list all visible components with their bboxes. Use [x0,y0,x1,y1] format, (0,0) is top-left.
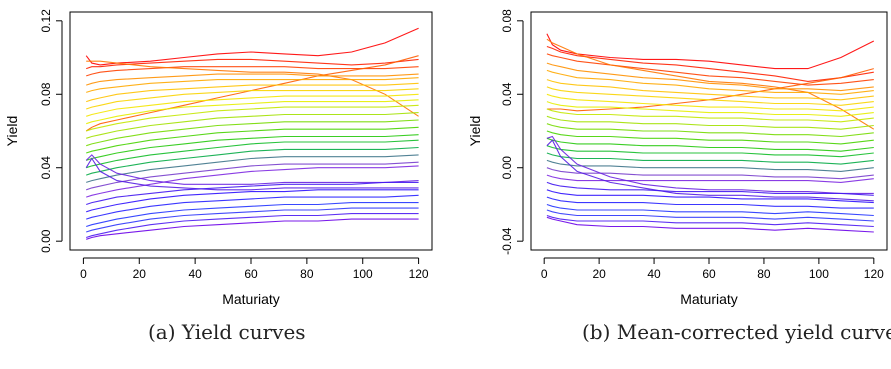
series-line [86,134,419,161]
x-tick-label: 20 [592,267,606,281]
x-tick-label: 100 [353,267,373,281]
series-line [86,112,419,139]
series-line [86,161,419,191]
series-line [546,135,874,194]
series-line [86,73,419,86]
series-line [86,202,419,228]
series-line [86,126,419,154]
series-line [546,181,874,196]
y-tick-label: 0.08 [39,82,53,106]
series-line [86,213,419,239]
series-line [86,99,419,125]
series-line [546,45,874,82]
y-axis-label: Yield [4,116,20,147]
series-line [546,53,874,86]
x-axis-label: Maturiaty [680,291,738,307]
y-tick-label: 0.04 [500,82,514,106]
series-line [546,79,874,101]
x-tick-label: 40 [188,267,202,281]
series-line [86,181,419,206]
series-line [85,55,419,132]
series-line [546,101,874,117]
x-tick-label: 40 [647,267,661,281]
series-line [85,27,419,66]
series-line [546,159,874,172]
series-line [86,82,419,103]
series-line [86,77,419,93]
series-line [546,167,874,180]
x-tick-label: 120 [864,267,884,281]
series-line [85,154,419,185]
y-tick-label: 0.04 [39,156,53,180]
y-tick-label: 0.00 [39,229,53,253]
series-line [86,104,419,132]
series-line [86,194,419,220]
series-line [86,119,419,147]
series-line [546,33,875,70]
plot-border [530,11,888,251]
x-tick-label: 60 [244,267,258,281]
series-line [86,189,419,213]
series-line [86,218,419,240]
series-line [546,86,874,106]
series-line [86,165,419,198]
series-line [546,203,874,217]
series-line [546,216,874,233]
series-line [546,130,874,145]
series-line [86,88,419,110]
x-tick-label: 100 [809,267,829,281]
series-line [546,115,874,130]
series-line [546,214,874,228]
x-tick-label: 80 [757,267,771,281]
series-line [546,139,874,202]
series-line [546,123,874,138]
x-tick-label: 20 [133,267,147,281]
series-line [86,207,419,233]
plot-border [69,11,433,251]
series-line [546,69,874,95]
series-line [546,68,874,112]
series-line [86,154,419,183]
y-tick-label: 0.12 [39,9,53,33]
x-axis-label: Maturiaty [222,291,280,307]
chart-b: 0 20 40 60 80 100 120 -0.04 0.00 0.04 0.08 Maturiat… [467,9,888,307]
series-line [86,66,419,77]
series-line [86,93,419,117]
series-line [85,157,419,191]
series-line [546,93,874,112]
x-tick-label: 60 [702,267,716,281]
series-line [546,152,874,165]
y-tick-label: 0.00 [500,156,514,180]
series-line [546,209,874,222]
y-axis-label: Yield [467,116,483,147]
series-line [546,196,874,209]
caption-a: (a) Yield curves [148,320,306,344]
series-line [546,174,874,183]
series-group-a [85,27,419,240]
series-line [546,62,874,92]
x-tick-label: 0 [541,267,548,281]
x-tick-label: 120 [409,267,429,281]
series-line [546,108,874,123]
x-tick-label: 0 [80,267,87,281]
series-line [546,189,874,204]
caption-b: (b) Mean-corrected yield curves [582,320,891,344]
y-tick-label: 0.08 [500,9,514,33]
chart-a: 0 20 40 60 80 100 120 0.00 0.04 0.08 0.12 Maturiaty… [4,9,433,307]
y-tick-label: -0.04 [500,227,514,255]
x-tick-label: 80 [300,267,314,281]
series-group-b [546,33,875,233]
series-line [546,137,874,152]
series-line [86,58,419,70]
